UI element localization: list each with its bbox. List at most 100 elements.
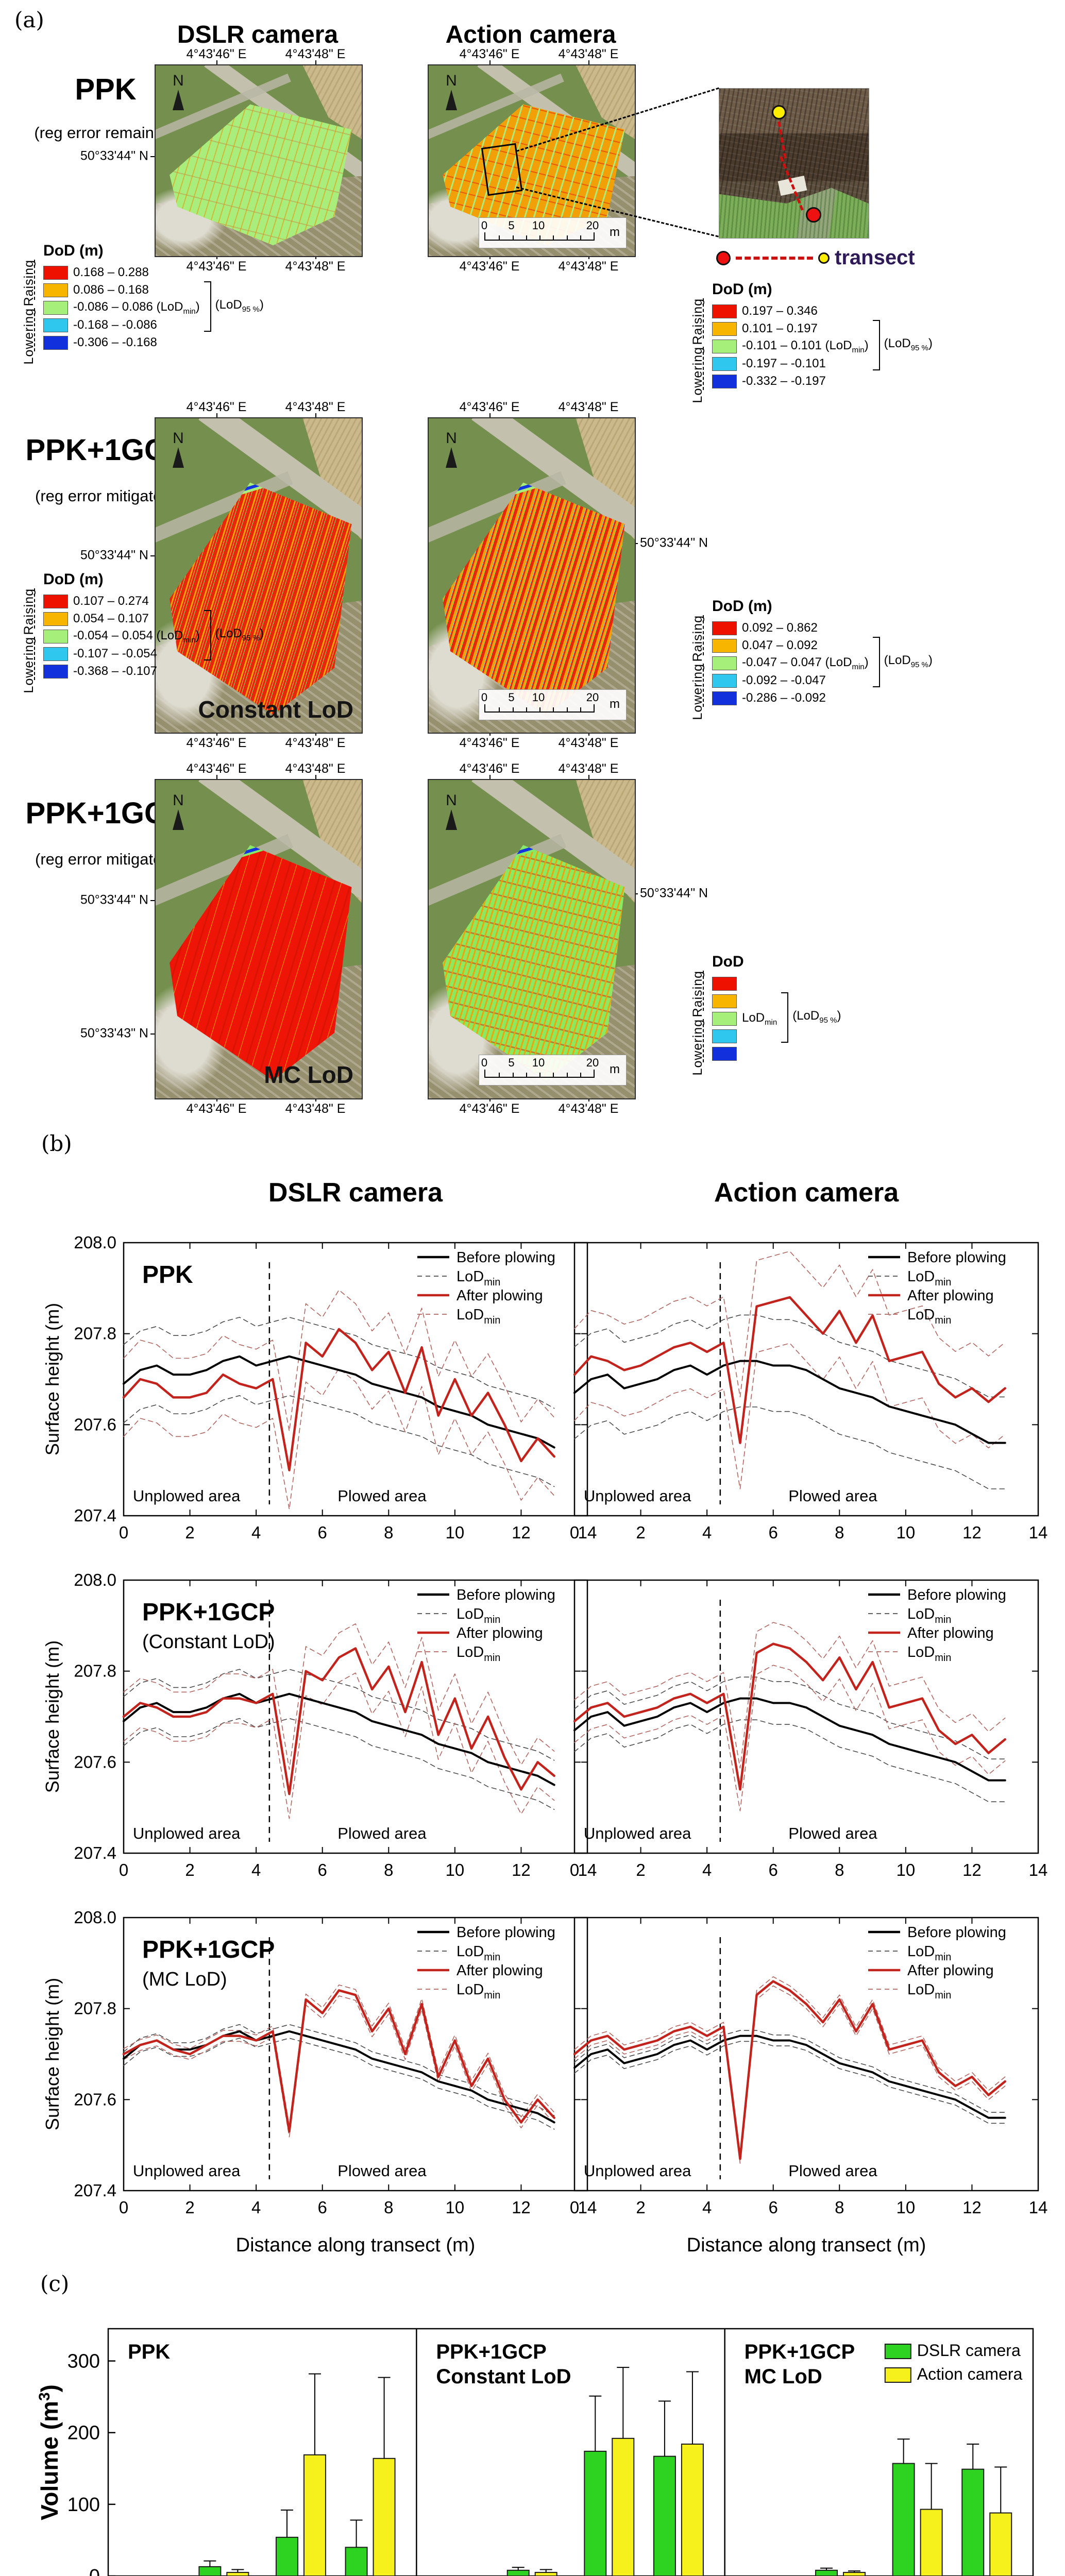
x-tick-label: 6 (769, 1860, 778, 1879)
x-tick-label: 10 (896, 1523, 915, 1542)
lon-label-top-0: 4°43'46" E (459, 400, 520, 414)
lon-label-bottom-0: 4°43'46" E (459, 1101, 520, 1116)
legend-label: Before plowing (907, 1249, 1006, 1266)
legend-label: After plowing (457, 1625, 543, 1641)
x-tick-label: 4 (251, 1523, 261, 1542)
x-tick-label: 14 (578, 2198, 597, 2217)
dod-legend-rows: 0.168 – 0.288 0.086 – 0.168 -0.086 – 0.086… (43, 264, 200, 351)
subplot-subtitle: (MC LoD) (142, 1969, 227, 1990)
dod-legend-row-4: -0.368 – -0.107 (43, 663, 200, 680)
bar-legend-label: Action camera (917, 2365, 1023, 2383)
lod95-bracket: (LoD95 %) (872, 281, 950, 390)
unplowed-area-label: Unplowed area (584, 1487, 691, 1505)
lon-label-bottom-0: 4°43'46" E (186, 1101, 247, 1116)
scale-rule (484, 704, 595, 713)
dod-range-label: 0.047 – 0.092 (742, 638, 818, 652)
x-tick-label: 6 (769, 2198, 778, 2217)
x-tick-label: 0 (570, 1523, 579, 1542)
dod-range-label: LoDmin (742, 1010, 777, 1027)
x-tick-label: 8 (835, 1523, 844, 1542)
lon-tick (588, 775, 589, 779)
bar-panel-title: Constant LoD (436, 2365, 571, 2388)
green-swatch (712, 1011, 737, 1026)
before-plowing-line (123, 2030, 555, 2124)
after-lod-upper (123, 1623, 555, 1770)
legend-label: LoDmin (457, 1606, 500, 1625)
dod-legend-r1-dslr: Raising Lowering DoD (m) 0.168 – 0.288 0.0… (22, 242, 281, 364)
lod95-label: (LoD95 %) (215, 626, 264, 642)
lon-label-top-1: 4°43'48" E (558, 47, 619, 61)
blue-swatch (43, 664, 68, 679)
lod95-label: (LoD95 %) (215, 298, 264, 314)
panel-a-col-title-action: Action camera (445, 21, 616, 48)
x-tick-label: 8 (384, 2198, 393, 2217)
action-legend-swatch (884, 2367, 911, 2383)
bar-frame (107, 2328, 1034, 2576)
dod-legend-r2-action: Raising Lowering DoD (m) 0.092 – 0.862 0.0… (690, 598, 950, 720)
after-lod-lower (574, 1665, 1006, 1811)
after-plowing-line (573, 1980, 1006, 2160)
transect-end-dot (806, 207, 821, 223)
after-plowing-line (573, 1296, 1006, 1444)
x-tick-label: 14 (578, 1523, 597, 1542)
map-area-label: Constant LoD (198, 696, 353, 723)
dod-range-label: 0.107 – 0.274 (73, 594, 149, 608)
before-lod-lower (123, 1395, 555, 1487)
dod-range-label: -0.197 – -0.101 (742, 357, 826, 370)
dod-legend-row-2: -0.054 – 0.054 (LoDmin) (43, 628, 200, 645)
raising-lowering-axis: Raising Lowering (690, 598, 708, 720)
plowed-area-label: Plowed area (788, 1487, 877, 1505)
transect-legend-label: transect (835, 246, 915, 269)
lon-tick (489, 255, 491, 259)
green-swatch (43, 300, 68, 315)
blue-swatch (712, 691, 737, 705)
dod-legend-r2-dslr: Raising Lowering DoD (m) 0.107 – 0.274 0.0… (22, 571, 281, 693)
y-tick-label: 208.0 (74, 1908, 116, 1927)
x-tick-label: 10 (445, 1523, 464, 1542)
dod-legend-title: DoD (m) (712, 598, 772, 615)
dod-legend-row-2: -0.047 – 0.047 (LoDmin) (712, 654, 869, 672)
scale-tick-label: 5 (508, 690, 515, 704)
transect-legend-red-dot (716, 250, 731, 265)
panel-c-label: (c) (40, 2271, 70, 2296)
lon-tick (588, 732, 589, 736)
x-tick-label: 12 (512, 1523, 531, 1542)
raising-lowering-axis: Raising Lowering (690, 953, 708, 1075)
lod95-bracket: (LoD95 %) (204, 242, 281, 351)
plot-frame (123, 1242, 588, 1517)
legend-label: LoDmin (457, 1644, 500, 1664)
scale-bar: 0 5 10 20 m (479, 689, 627, 720)
dod-legend-row-2: LoDmin (712, 1010, 777, 1027)
lon-label-bottom-1: 4°43'48" E (285, 1101, 346, 1116)
scale-tick-label: 0 (481, 219, 488, 232)
red-swatch (712, 976, 737, 991)
x-tick-label: 2 (185, 2198, 194, 2217)
lon-tick (315, 413, 316, 417)
before-plowing-line (123, 1355, 555, 1449)
legend-label: LoDmin (907, 1981, 951, 2001)
panel-a-label: (a) (14, 7, 44, 32)
after-lod-upper (123, 1984, 555, 2127)
lat-label-right-0: 50°33'44" N (640, 535, 708, 550)
transect-start-dot (772, 105, 786, 120)
x-tick-label: 12 (512, 2198, 531, 2217)
legend-label: LoDmin (457, 1943, 500, 1963)
panel-b-col-title-dslr: DSLR camera (268, 1178, 443, 1208)
lon-tick (588, 255, 589, 259)
scale-bar: 0 5 10 20 m (479, 217, 627, 249)
dod-legend-row-1: 0.086 – 0.168 (43, 281, 200, 299)
x-tick-label: 12 (512, 1860, 531, 1879)
x-tick-label: 14 (1029, 2198, 1048, 2217)
x-tick-label: 4 (251, 1860, 261, 1879)
y-axis-title: Surface height (m) (42, 1978, 63, 2130)
volume-tick-label: 100 (67, 2494, 100, 2516)
lon-label-bottom-1: 4°43'48" E (285, 259, 346, 274)
y-tick-label: 207.8 (74, 1324, 116, 1343)
lon-tick (315, 775, 316, 779)
before-lod-lower (574, 2041, 1006, 2124)
after-lod-upper (574, 1622, 1006, 1769)
north-label: N (446, 72, 457, 89)
plowed-area-label: Plowed area (337, 1824, 427, 1842)
dod-legend-row-4: -0.332 – -0.197 (712, 372, 869, 390)
green-swatch (712, 656, 737, 670)
